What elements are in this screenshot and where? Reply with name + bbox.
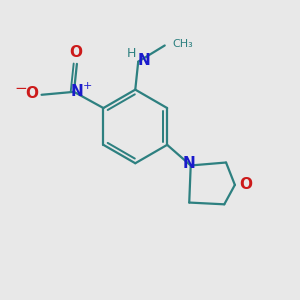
Text: O: O — [25, 86, 38, 101]
Text: N: N — [137, 53, 150, 68]
Text: O: O — [69, 45, 82, 60]
Text: −: − — [14, 81, 27, 96]
Text: +: + — [82, 81, 92, 91]
Text: N: N — [183, 157, 196, 172]
Text: O: O — [240, 177, 253, 192]
Text: H: H — [127, 47, 136, 60]
Text: N: N — [71, 84, 84, 99]
Text: CH₃: CH₃ — [172, 39, 193, 49]
